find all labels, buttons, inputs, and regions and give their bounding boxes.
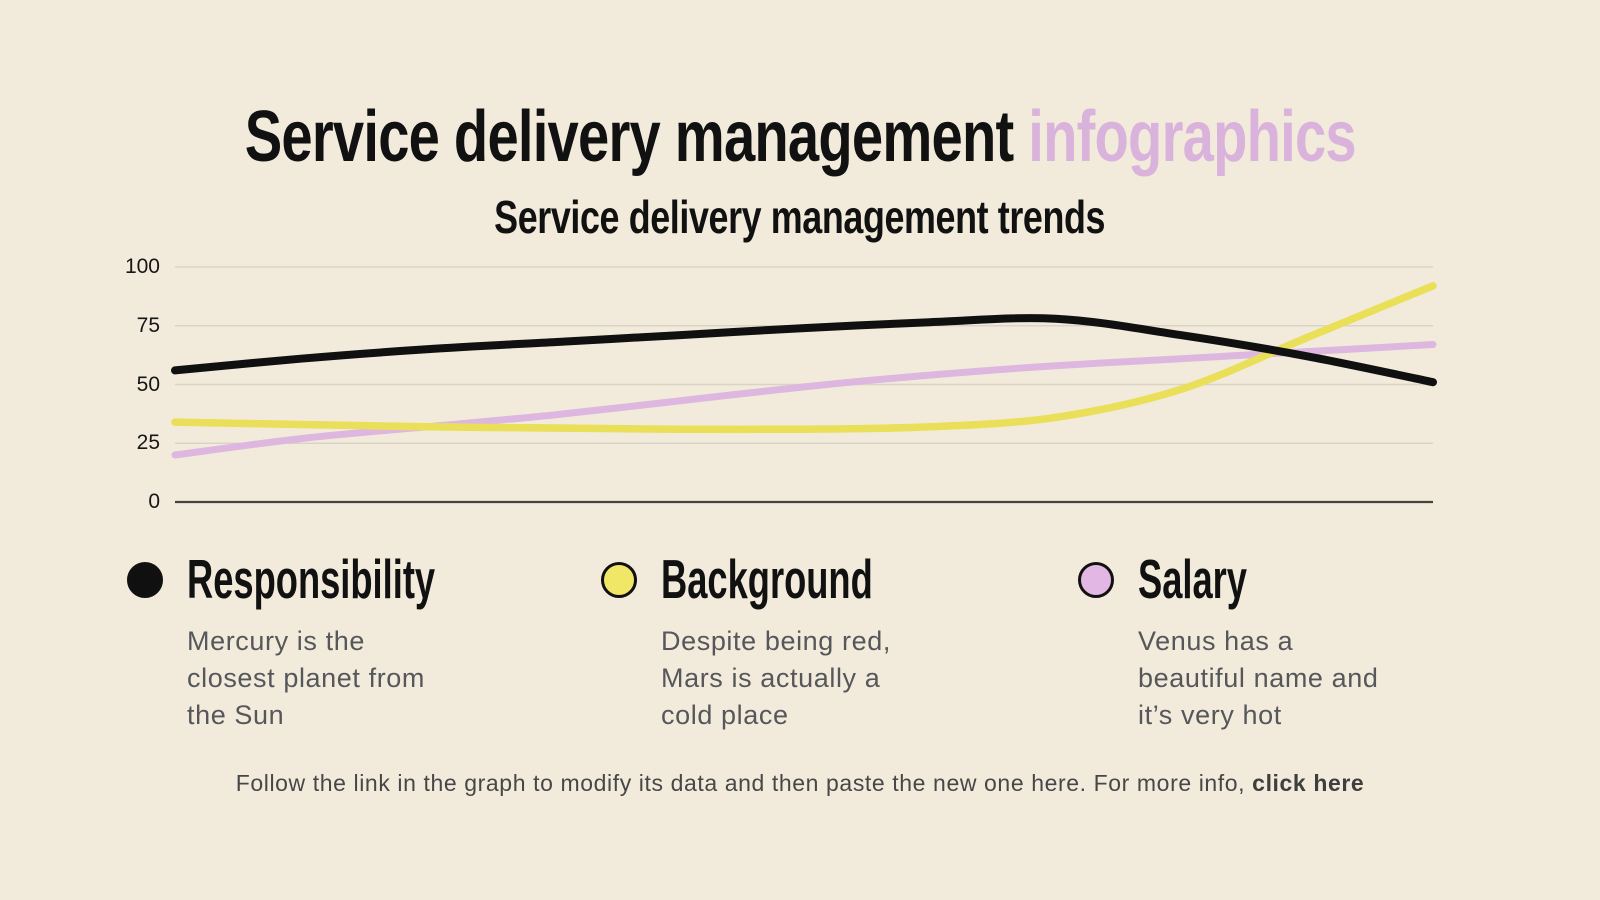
description-line: Mercury is the bbox=[187, 626, 365, 656]
page-subtitle: Service delivery management trends bbox=[494, 191, 1106, 243]
legend-label-salary: Salary bbox=[1138, 548, 1247, 610]
series-line-background bbox=[171, 282, 1437, 434]
description-line: beautiful name and bbox=[1138, 663, 1379, 693]
page-title-accent: infographics bbox=[1027, 97, 1356, 177]
y-axis-tick-75: 75 bbox=[136, 314, 160, 337]
description-line: Venus has a bbox=[1138, 626, 1294, 656]
legend-description-responsibility: Mercury is the closest planet from the S… bbox=[187, 623, 547, 734]
footer-text: Follow the link in the graph to modify i… bbox=[235, 770, 1253, 796]
legend-dot-salary-icon bbox=[1078, 561, 1114, 598]
legend-description-salary: Venus has a beautiful name and it’s very… bbox=[1138, 623, 1498, 734]
y-axis-tick-0: 0 bbox=[148, 490, 160, 513]
legend-dot-responsibility-icon bbox=[127, 561, 163, 598]
description-line: closest planet from bbox=[187, 663, 425, 693]
description-line: the Sun bbox=[187, 700, 285, 730]
footer-note: Follow the link in the graph to modify i… bbox=[0, 770, 1600, 797]
line-chart bbox=[171, 266, 1437, 504]
legend-label-background: Background bbox=[661, 548, 873, 610]
page-title-main: Service delivery management bbox=[244, 97, 1028, 177]
y-axis-tick-100: 100 bbox=[124, 255, 160, 278]
legend-dot-background-icon bbox=[601, 561, 637, 598]
description-line: Despite being red, bbox=[661, 626, 891, 656]
legend-item-responsibility: Responsibility Mercury is the closest pl… bbox=[127, 552, 547, 734]
y-axis-tick-50: 50 bbox=[136, 373, 160, 396]
series-line-salary bbox=[171, 341, 1437, 459]
legend-label-responsibility: Responsibility bbox=[187, 548, 436, 610]
description-line: cold place bbox=[661, 700, 789, 730]
legend-description-background: Despite being red, Mars is actually a co… bbox=[661, 623, 1021, 734]
description-line: Mars is actually a bbox=[661, 663, 881, 693]
footer-link[interactable]: click here bbox=[1252, 770, 1365, 796]
legend-item-salary: Salary Venus has a beautiful name and it… bbox=[1078, 552, 1498, 734]
legend-item-background: Background Despite being red, Mars is ac… bbox=[601, 552, 1021, 734]
series-line-responsibility bbox=[171, 314, 1437, 387]
description-line: it’s very hot bbox=[1138, 700, 1282, 730]
y-axis-tick-25: 25 bbox=[136, 431, 160, 454]
page-title: Service delivery management infographics bbox=[0, 96, 1600, 178]
